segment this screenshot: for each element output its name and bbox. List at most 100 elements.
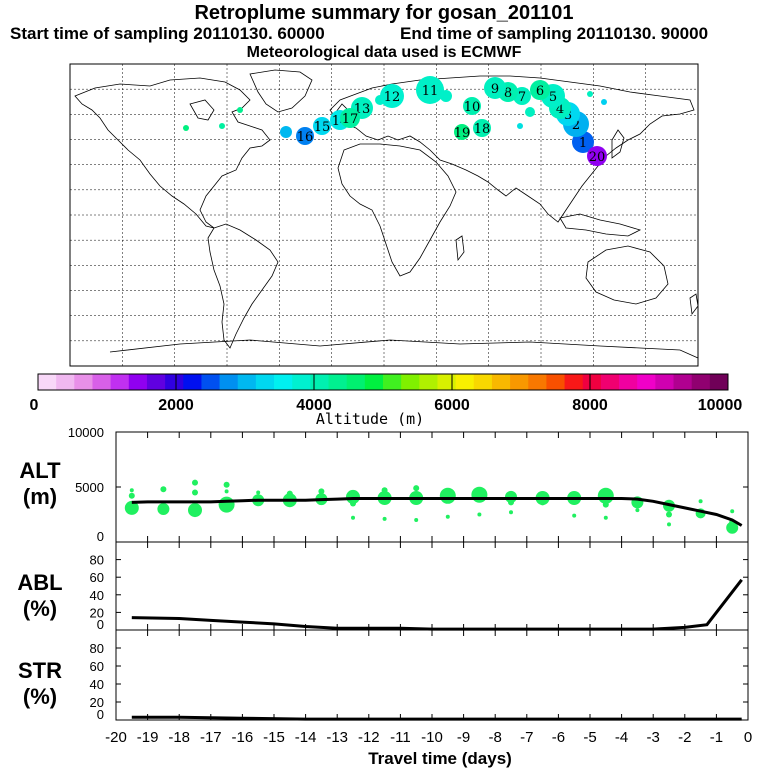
panel-ytick-label: 40 (90, 677, 104, 692)
coastlines (74, 69, 699, 359)
alt-point (286, 490, 293, 497)
colorbar-tick-label: 8000 (572, 397, 608, 414)
coast-indonesia (559, 213, 642, 237)
alt-point (124, 500, 139, 515)
plume-marker-label-1: 1 (579, 136, 587, 151)
panel-xtick-label: -11 (390, 729, 411, 746)
plume-marker-label-18: 18 (474, 122, 491, 137)
alt-point (223, 481, 230, 488)
plume-marker-label-12: 12 (384, 90, 401, 105)
colorbar-swatch (619, 374, 638, 390)
colorbar-swatch (310, 374, 329, 390)
panel-ytick-label: 20 (90, 695, 104, 710)
panel-xtick-label: -16 (232, 729, 254, 746)
panel-ytick-label: 60 (90, 570, 104, 585)
panel-xtick-label: 0 (744, 729, 752, 746)
alt-point (635, 508, 640, 513)
alt-point (444, 489, 451, 496)
colorbar-swatch (364, 374, 384, 390)
panel-xtick-label: -4 (615, 729, 628, 746)
coast-antarctica (109, 339, 699, 359)
colorbar-frame (37, 373, 729, 391)
altitude-colorbar (37, 373, 729, 391)
alt-point (666, 511, 672, 518)
colorbar-swatch (401, 374, 420, 390)
coast-north-america (74, 77, 271, 229)
plume-marker-label-16: 16 (297, 130, 314, 145)
panel-frame (115, 431, 749, 543)
colorbar-label: Altitude (m) (316, 410, 424, 428)
panel-xtick-label: -6 (552, 729, 565, 746)
panel-ylabel-unit: (%) (23, 684, 57, 709)
panel-xtick-label: -7 (520, 729, 533, 746)
panel-xtick-label: -15 (263, 729, 285, 746)
panel-ylabel-abl: ABL (17, 570, 62, 595)
time-series-panels: ALT(m)1000050000ABL(%)806040200STR(%)806… (17, 425, 752, 768)
alt-point (218, 496, 235, 513)
alt-point (730, 509, 735, 514)
panel-xlabel: Travel time (days) (368, 749, 512, 768)
colorbar-swatch (165, 374, 184, 390)
colorbar-swatch (709, 374, 729, 390)
panel-xtick-label: -8 (489, 729, 502, 746)
panel-xtick-label: -18 (168, 729, 190, 746)
plume-marker-label-2: 2 (572, 118, 580, 133)
panel-xtick-label: -10 (421, 729, 443, 746)
alt-point (539, 499, 546, 506)
coast-hudson (189, 99, 215, 121)
panel-xtick-label: -5 (583, 729, 596, 746)
colorbar-tick-labels: 0 2000 4000 6000 8000 10000 (30, 374, 742, 414)
panel-ytick-label: 20 (90, 605, 104, 620)
plume-dot (237, 107, 243, 113)
alt-point (160, 486, 167, 493)
colorbar-swatch (292, 374, 311, 390)
colorbar-swatch (582, 374, 602, 390)
alt-point (572, 513, 577, 518)
colorbar-swatch (546, 374, 565, 390)
colorbar-swatch (600, 374, 620, 390)
panel-xtick-label: -13 (326, 729, 348, 746)
alt-point (351, 515, 355, 520)
plume-marker-9 (484, 77, 506, 99)
colorbar-swatch (455, 374, 475, 390)
colorbar-swatch (528, 374, 547, 390)
alt-point (350, 500, 356, 507)
alt-point (128, 492, 135, 499)
panel-xtick-label: -1 (710, 729, 723, 746)
colorbar-swatch (419, 374, 438, 390)
panel-alt: ALT(m) 10000 5000 0 (19, 425, 749, 544)
alt-point (188, 503, 202, 518)
coast-australia (585, 245, 669, 305)
colorbar-swatch (473, 374, 493, 390)
colorbar-tick-label: 0 (30, 397, 39, 414)
str-line (131, 715, 742, 721)
panel-xtick-label: -14 (295, 729, 317, 746)
panel-ylabel-str: STR (18, 658, 62, 683)
panel-xtick-label: -20 (105, 729, 127, 746)
alt-point (381, 487, 388, 494)
plume-marker-label-9: 9 (491, 82, 499, 97)
plume-marker-17 (340, 108, 360, 128)
chart-title: Retroplume summary for gosan_201101 (194, 2, 574, 24)
plume-marker-6 (530, 80, 550, 100)
alt-median-line (131, 497, 743, 527)
colorbar-swatch (437, 374, 457, 390)
colorbar-swatch (38, 374, 57, 390)
alt-point (256, 490, 261, 495)
panel-ytick-label: 80 (90, 553, 104, 568)
colorbar-swatch (128, 374, 148, 390)
alt-point (192, 479, 198, 486)
coast-africa (337, 143, 457, 277)
colorbar-swatch (691, 374, 711, 390)
panel-ylabel-unit: (m) (23, 484, 57, 509)
colorbar-swatch (237, 374, 257, 390)
colorbar-swatch (219, 374, 239, 390)
colorbar-swatch (510, 374, 529, 390)
colorbar-swatch (110, 374, 130, 390)
colorbar-swatch (328, 374, 348, 390)
colorbar-swatch (564, 374, 584, 390)
alt-point (476, 487, 483, 494)
colorbar-swatch (637, 374, 656, 390)
colorbar-swatch (74, 374, 93, 390)
